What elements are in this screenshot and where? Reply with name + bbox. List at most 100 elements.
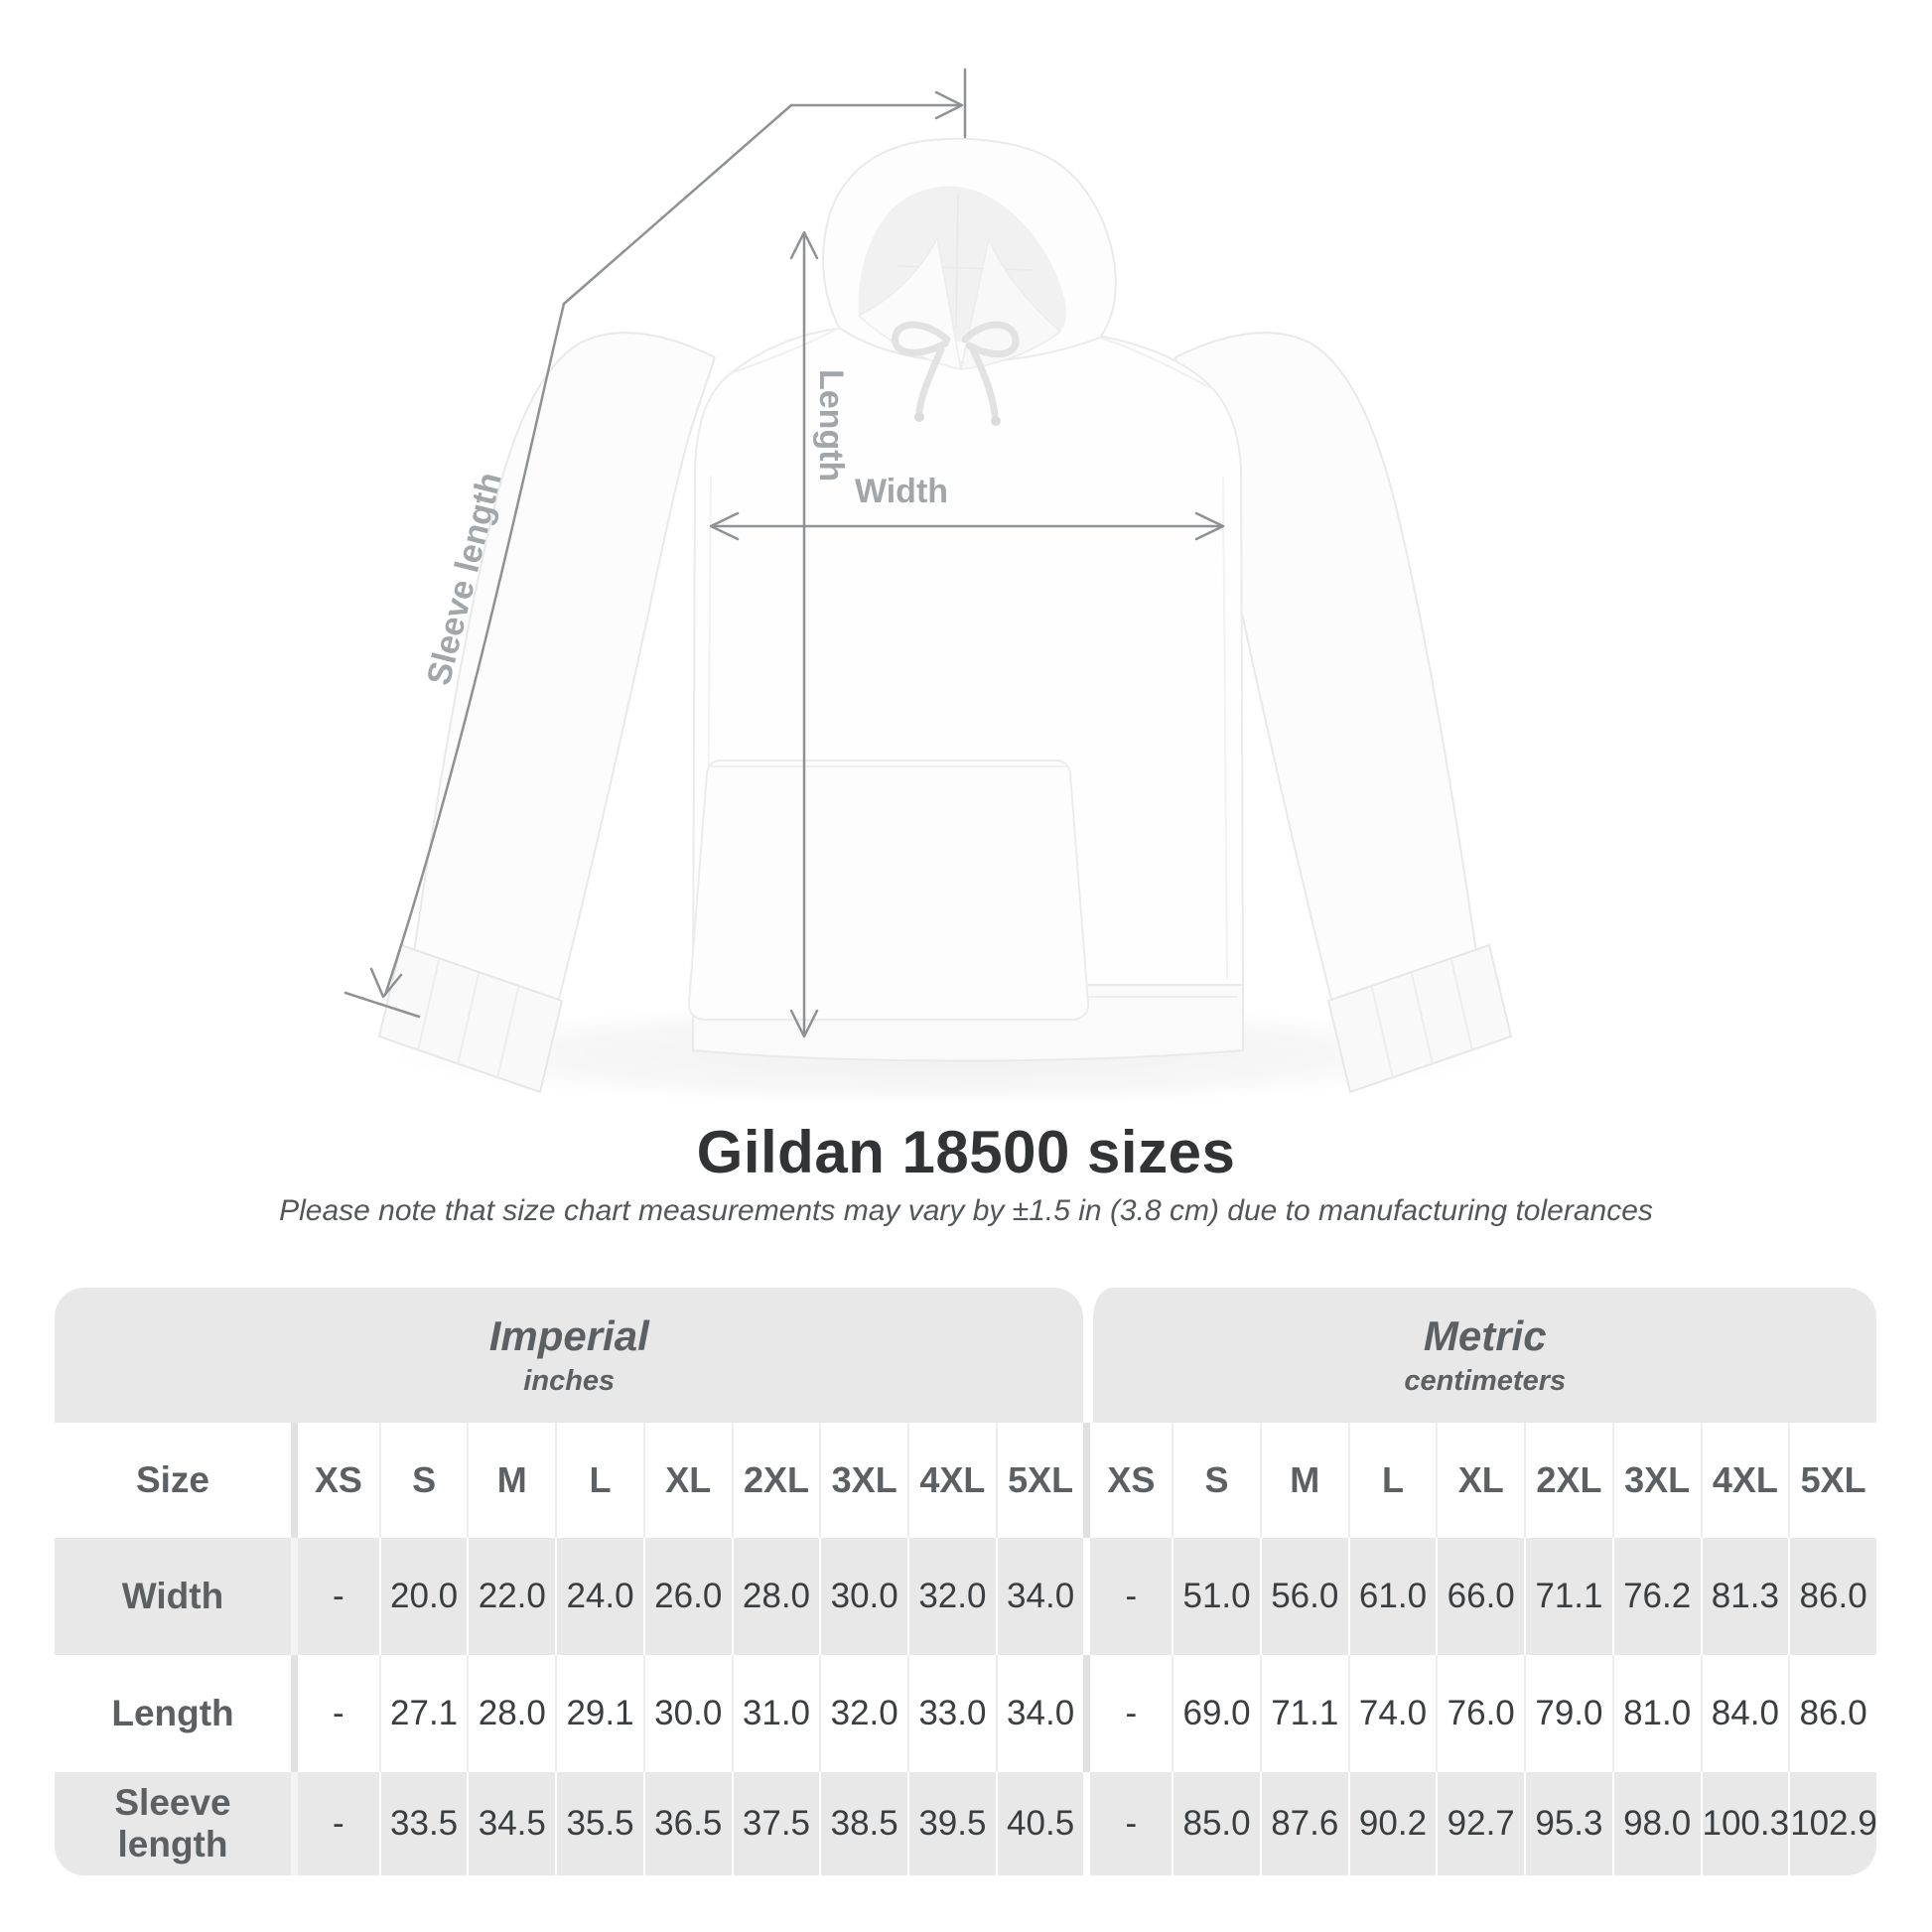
size-col-header: XL [642,1423,732,1538]
size-col-header: M [1259,1423,1348,1538]
measurement-cell: 36.5 [642,1772,732,1875]
measurement-cell: 29.1 [555,1655,643,1772]
measurement-cell: 84.0 [1700,1655,1789,1772]
measurement-cell: 28.0 [731,1538,820,1655]
measurement-cell: 66.0 [1436,1538,1525,1655]
length-arrow [789,230,819,1038]
measurement-row: Width -20.0 22.0 24.0 26.0 28.0 30.0 32.0 34.0-5… [55,1538,1876,1655]
measurement-cell: 76.2 [1611,1538,1701,1655]
hoodie-illustration [378,137,1512,1093]
measurement-cell: 32.0 [907,1538,996,1655]
measurement-cell: 76.0 [1436,1655,1525,1772]
measurement-cell: 61.0 [1347,1538,1437,1655]
size-col-header: S [378,1423,468,1538]
measurement-cell: 81.3 [1700,1538,1789,1655]
measurement-cell: 71.1 [1259,1655,1348,1772]
measurement-cell: 40.5 [995,1772,1084,1875]
measurement-cell: - [291,1655,379,1772]
measurement-cell: 85.0 [1172,1772,1260,1875]
size-column-header: Size [55,1423,291,1538]
measurement-cell: 33.0 [907,1655,996,1772]
hoodie-drawstrings [892,321,1020,419]
measurement-cell: 28.0 [467,1655,556,1772]
measurement-row: Sleeve length -33.5 34.5 35.5 36.5 37.5 38.5 39… [55,1772,1877,1875]
width-arrow [709,511,1225,541]
size-col-header: 4XL [907,1423,996,1538]
imperial-unit: inches [523,1364,616,1397]
measurement-cell: 34.0 [995,1538,1084,1655]
measurement-cell: - [1083,1655,1173,1772]
row-label: Width [55,1538,291,1655]
measurement-cell: 22.0 [467,1538,556,1655]
measurement-cell: 27.1 [378,1655,468,1772]
metric-unit: centimeters [1404,1364,1567,1397]
measurement-cell: 30.0 [642,1655,732,1772]
measurement-cell: 37.5 [731,1772,820,1875]
measurement-cell: 30.0 [819,1538,908,1655]
measurement-cell: 79.0 [1524,1655,1612,1772]
measurement-cell: 39.5 [907,1772,996,1875]
measurement-row: Length -27.1 28.0 29.1 30.0 31.0 32.0 33.0 34.0-… [55,1655,1876,1772]
measurement-cell: 71.1 [1524,1538,1612,1655]
size-col-header: M [467,1423,556,1538]
size-header-row: Size XS S M L XL 2XL 3XL 4XL 5XL XS S M L XL 2XL 3XL 4XL… [55,1423,1876,1538]
measurement-cell: 87.6 [1259,1772,1348,1875]
measurement-cell: 98.0 [1611,1772,1701,1875]
measurement-cell: 102.9 [1788,1772,1877,1875]
measurement-cell: 56.0 [1259,1538,1348,1655]
size-col-header: 3XL [819,1423,908,1538]
measurement-cell: 34.5 [467,1772,556,1875]
size-col-header: 5XL [1788,1423,1876,1538]
size-col-header: 4XL [1700,1423,1789,1538]
measurement-cell: - [291,1538,379,1655]
measurement-cell: 38.5 [819,1772,908,1875]
tolerance-note: Please note that size chart measurements… [279,1194,1653,1227]
metric-section-header: Metric centimeters [1083,1288,1876,1423]
measurement-cell: 32.0 [819,1655,908,1772]
measurement-cell: 100.3 [1700,1772,1789,1875]
measurement-cell: - [1083,1772,1173,1875]
measurement-cell: 34.0 [995,1655,1084,1772]
size-col-header: 2XL [1524,1423,1612,1538]
size-col-header: L [1347,1423,1437,1538]
measurement-cell: 95.3 [1524,1772,1612,1875]
measurement-cell: 92.7 [1436,1772,1525,1875]
hoodie-right-sleeve [1174,332,1478,1012]
hoodie-measurement-diagram: Width Length Sleeve length [344,68,1512,1106]
size-chart-table: Imperial inches Metric centimeters Size … [55,1288,1877,1875]
metric-title: Metric [1423,1311,1547,1359]
measurement-cell: 86.0 [1788,1538,1876,1655]
size-col-header: L [555,1423,643,1538]
unit-band-row: Imperial inches Metric centimeters [55,1288,1876,1423]
hoodie-left-sleeve [412,332,716,1012]
row-label: Length [55,1655,291,1772]
measurement-cell: 26.0 [642,1538,732,1655]
measurement-cell: - [291,1772,379,1875]
imperial-section-header: Imperial inches [55,1288,1084,1423]
measurement-cell: 24.0 [555,1538,643,1655]
size-col-header: XS [291,1423,379,1538]
measurement-cell: 51.0 [1172,1538,1260,1655]
hoodie-pocket [687,759,1090,1021]
page-title: Gildan 18500 sizes [696,1119,1236,1185]
size-col-header: 2XL [731,1423,820,1538]
size-col-header: XL [1436,1423,1525,1538]
length-label: Length [812,369,850,482]
size-col-header: S [1172,1423,1260,1538]
sleeve-length-arrow [344,68,967,1019]
measurement-cell: - [1083,1538,1173,1655]
measurement-cell: 31.0 [731,1655,820,1772]
imperial-title: Imperial [488,1311,649,1359]
width-label: Width [855,473,948,510]
size-col-header: 5XL [995,1423,1084,1538]
measurement-cell: 81.0 [1611,1655,1701,1772]
measurement-cell: 90.2 [1347,1772,1437,1875]
hoodie-right-cuff [1327,944,1512,1093]
size-col-header: 3XL [1611,1423,1701,1538]
row-label: Sleeve length [55,1772,291,1875]
measurement-cell: 20.0 [378,1538,468,1655]
measurement-cell: 74.0 [1347,1655,1437,1772]
size-col-header: XS [1083,1423,1173,1538]
measurement-cell: 69.0 [1172,1655,1260,1772]
